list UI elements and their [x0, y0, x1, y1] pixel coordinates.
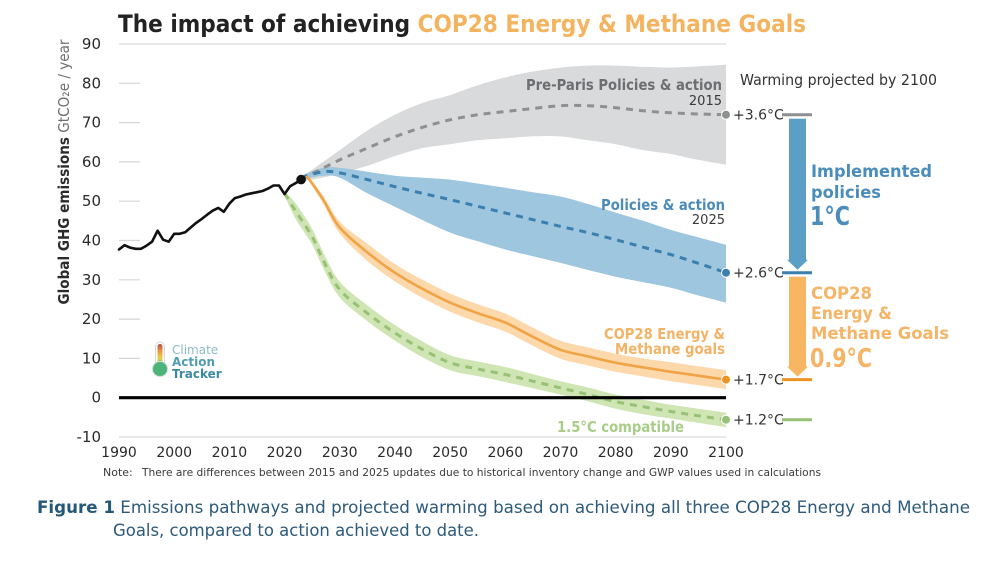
note-text: There are differences between 2015 and 2… [141, 466, 821, 479]
historical-layer [117, 174, 306, 251]
y-tick-label: 80 [82, 74, 101, 92]
y-tick-label: 70 [82, 114, 101, 132]
annotation-cop28-line3: Methane Goals [811, 324, 949, 344]
uncertainty-bands [284, 64, 726, 428]
warming-label-cop28-goals: +1.7°C [733, 373, 784, 389]
logo-text-climate: Climate [172, 343, 218, 357]
series-label-cop28-line1: COP28 Energy & [604, 325, 725, 343]
figure-caption-line1: Figure 1 Emissions pathways and projecte… [37, 498, 970, 518]
y-tick-label: 50 [82, 192, 101, 210]
figure-caption-text1: Emissions pathways and projected warming… [115, 498, 970, 518]
logo-text-action: Action [172, 355, 215, 369]
median-line-policies-action [300, 169, 727, 275]
annotation-implemented-line1: Implemented [811, 162, 932, 182]
historical-end-dot [296, 174, 306, 185]
warming-label-policies-action: +2.6°C [733, 266, 784, 282]
series-sublabel-policies-action: 2025 [692, 213, 725, 228]
annotation-implemented-value: 1°C [810, 202, 850, 232]
logo-text-tracker: Tracker [172, 367, 222, 381]
series-label-pre-paris: Pre-Paris Policies & action [526, 76, 722, 94]
y-tick-label: 30 [82, 271, 101, 289]
y-tick-label: 20 [82, 310, 101, 328]
scenario-lines [283, 103, 727, 422]
chart-title: The impact of achieving COP28 Energy & M… [118, 10, 806, 38]
annotation-implemented-line2: policies [811, 183, 881, 203]
x-tick-label: 2050 [432, 445, 468, 461]
title-highlight: COP28 Energy & Methane Goals [418, 10, 806, 38]
median-line-cop28-goals [305, 174, 727, 381]
series-sublabel-pre-paris: 2015 [689, 94, 722, 109]
arrow-head-cop28-gap [787, 366, 808, 377]
x-tick-label: 2020 [267, 445, 303, 461]
x-tick-label: 2010 [212, 445, 248, 461]
x-tick-label: 2100 [708, 445, 744, 461]
y-tick-label: 0 [91, 389, 101, 407]
x-tick-label: 2060 [487, 445, 523, 461]
warming-header: Warming projected by 2100 [740, 71, 937, 89]
arrow-shaft-cop28-gap [789, 276, 806, 368]
warming-label-one-point-five: +1.2°C [733, 413, 784, 429]
series-label-1-5c: 1.5°C compatible [557, 418, 684, 436]
end-dot-cop28-goals [721, 374, 731, 385]
band-pre-paris [301, 64, 726, 182]
x-tick-label: 2070 [543, 445, 579, 461]
historical-line [117, 178, 303, 251]
end-markers [721, 109, 731, 425]
y-tick-label: 40 [82, 232, 101, 250]
series-label-cop28-line2: Methane goals [615, 340, 725, 358]
series-label-policies-action: Policies & action [601, 196, 725, 214]
end-dot-policies-action [721, 267, 731, 278]
arrow-shaft-implemented-policies [789, 118, 806, 261]
figure-caption-label: Figure 1 [37, 498, 115, 518]
annotation-cop28-value: 0.9°C [810, 344, 872, 374]
gridlines [119, 43, 726, 438]
y-axis-label-unit-text: GtCO₂e / year [55, 39, 73, 133]
x-tick-label: 2000 [156, 445, 192, 461]
y-tick-label: -10 [77, 428, 102, 446]
y-axis-label-main: Global GHG emissions [55, 137, 73, 305]
climate-action-tracker-logo: Climate Action Tracker [152, 341, 222, 381]
arrow-head-implemented-policies [787, 259, 808, 270]
y-tick-label: 60 [82, 153, 101, 171]
figure-caption-line2: Goals, compared to action achieved to da… [113, 521, 479, 541]
x-tick-label: 2080 [598, 445, 634, 461]
x-tick-label: 2090 [653, 445, 689, 461]
band-cop28-goals [306, 173, 726, 390]
x-tick-label: 2030 [322, 445, 358, 461]
band-policies-action [301, 167, 726, 303]
annotation-cop28-line1: COP28 [811, 284, 872, 304]
x-tick-label: 2040 [377, 445, 413, 461]
x-tick-label: 1990 [101, 445, 137, 461]
thermometer-icon [152, 341, 168, 377]
end-dot-pre-paris [721, 109, 731, 120]
note-label: Note: [103, 466, 133, 479]
title-prefix: The impact of achieving [118, 10, 418, 38]
y-tick-label: 10 [82, 349, 101, 367]
median-line-one-point-five [283, 192, 727, 422]
y-tick-label: 90 [82, 35, 101, 53]
warming-label-pre-paris: +3.6°C [733, 108, 784, 124]
warming-annotations: +3.6°C +2.6°C +1.7°C +1.2°C [733, 108, 812, 429]
annotation-cop28-line2: Energy & [811, 304, 892, 324]
y-axis-label: Global GHG emissions GtCO₂e / year [55, 39, 73, 305]
band-one-point-five [284, 191, 726, 428]
end-dot-one-point-five [721, 414, 731, 425]
